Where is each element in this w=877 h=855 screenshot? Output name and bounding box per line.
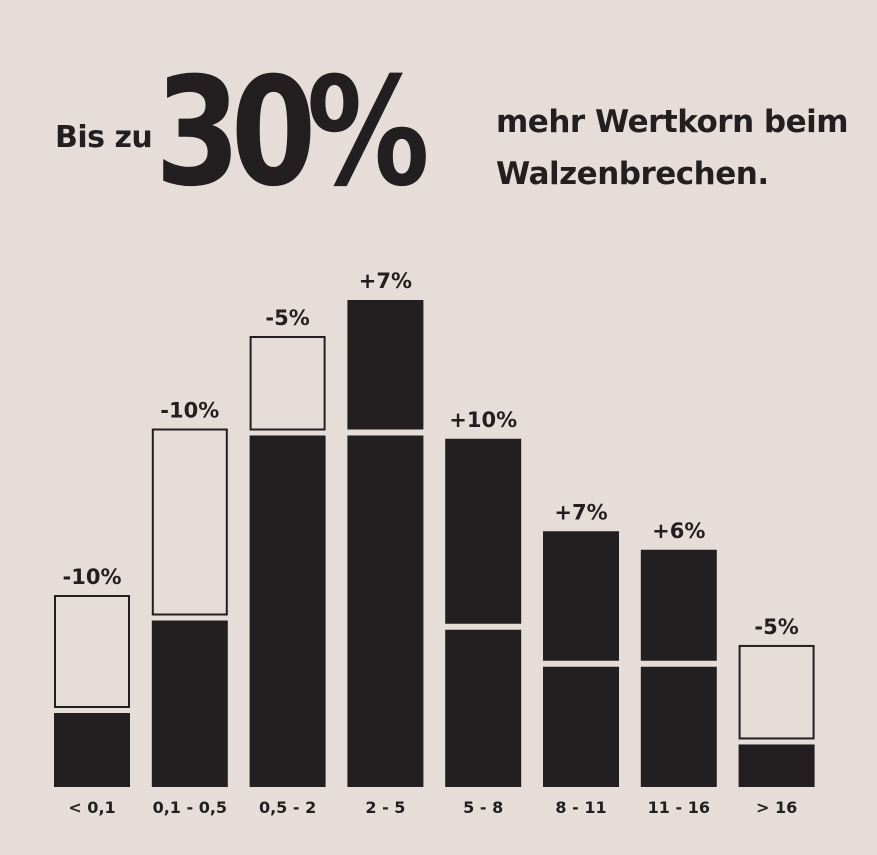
bar-base-2 bbox=[151, 620, 228, 787]
bar-change-fill-7 bbox=[640, 549, 717, 661]
tick-label-1: < 0,1 bbox=[68, 798, 115, 817]
headline-prefix: Bis zu bbox=[55, 120, 153, 155]
data-label-6: +7% bbox=[554, 500, 607, 524]
headline-highlight: 30% bbox=[155, 46, 430, 220]
bar-change-fill-5 bbox=[445, 438, 522, 624]
bar-chart: -10% < 0,1 -10% 0,1 - 0,5 -5% 0,5 - 2 +7% 2 - 5… bbox=[54, 269, 815, 817]
bar-base-7 bbox=[640, 666, 717, 787]
bar-base-6 bbox=[543, 666, 619, 787]
bar-base-4 bbox=[347, 435, 424, 787]
tick-label-2: 0,1 - 0,5 bbox=[153, 798, 227, 817]
data-label-4: +7% bbox=[359, 269, 412, 293]
tick-label-8: > 16 bbox=[756, 798, 797, 817]
bar-base-3 bbox=[249, 435, 326, 787]
bar-base-1 bbox=[54, 713, 130, 787]
tick-label-7: 11 - 16 bbox=[648, 798, 710, 817]
headline-suffix: mehr Wertkorn beim Walzenbrechen. bbox=[496, 96, 856, 200]
tick-label-4: 2 - 5 bbox=[365, 798, 405, 817]
data-label-1: -10% bbox=[63, 565, 122, 589]
bar-change-outline-2 bbox=[151, 428, 228, 616]
headline-suffix-line2: Walzenbrechen. bbox=[496, 156, 769, 192]
data-label-5: +10% bbox=[449, 408, 517, 432]
bar-change-outline-3 bbox=[249, 336, 326, 431]
bar-change-fill-6 bbox=[543, 531, 619, 661]
headline-suffix-line1: mehr Wertkorn beim bbox=[496, 104, 849, 140]
tick-label-6: 8 - 11 bbox=[555, 798, 606, 817]
data-label-8: -5% bbox=[754, 615, 798, 639]
data-label-7: +6% bbox=[652, 519, 705, 543]
headline: Bis zu 30% mehr Wertkorn beim Walzenbrec… bbox=[0, 0, 877, 230]
data-label-3: -5% bbox=[265, 306, 309, 330]
bar-change-outline-1 bbox=[54, 595, 130, 708]
tick-label-5: 5 - 8 bbox=[463, 798, 503, 817]
bar-change-fill-4 bbox=[347, 300, 424, 430]
data-label-2: -10% bbox=[160, 399, 219, 423]
bar-base-8 bbox=[738, 744, 815, 787]
bar-change-outline-8 bbox=[738, 644, 815, 740]
bar-base-5 bbox=[445, 629, 522, 787]
tick-label-3: 0,5 - 2 bbox=[259, 798, 316, 817]
